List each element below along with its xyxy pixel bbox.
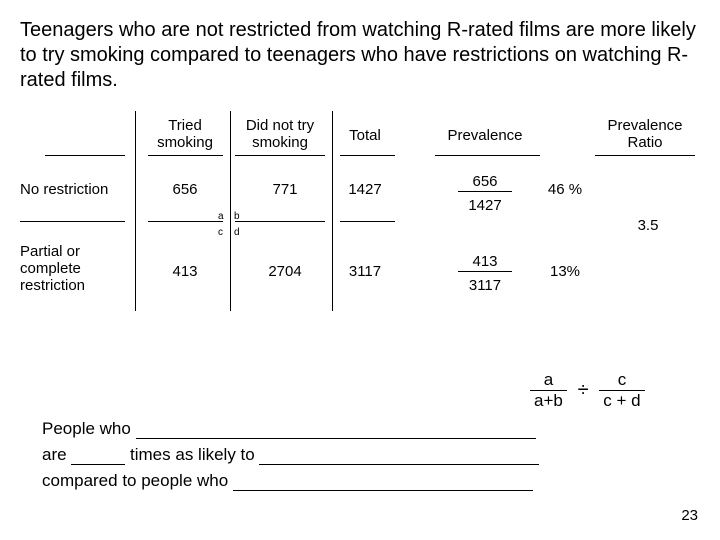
fill-line-3: compared to people who xyxy=(42,471,700,491)
rule xyxy=(458,271,512,272)
cell-c: 413 xyxy=(160,263,210,280)
col-rule-1 xyxy=(135,111,136,311)
row1-label: No restriction xyxy=(20,181,120,198)
contingency-table: Tried smoking Did not try smoking Total … xyxy=(20,117,700,337)
cell-d: 2704 xyxy=(260,263,310,280)
fill-l2b: times as likely to xyxy=(125,445,259,464)
prev1-den: 1427 xyxy=(460,197,510,214)
intro-paragraph: Teenagers who are not restricted from wa… xyxy=(20,18,700,93)
fill-line-2: are times as likely to xyxy=(42,445,700,465)
rule xyxy=(148,155,223,156)
formula-ab: a+b xyxy=(530,391,567,411)
prev2-den: 3117 xyxy=(460,277,510,294)
header-prev-ratio: Prevalence Ratio xyxy=(600,117,690,151)
rule xyxy=(435,155,540,156)
cell-total2: 3117 xyxy=(340,263,390,280)
rule xyxy=(20,221,125,222)
rule xyxy=(340,155,395,156)
header-not-tried: Did not try smoking xyxy=(235,117,325,151)
rule xyxy=(45,155,125,156)
prev-ratio-value: 3.5 xyxy=(628,217,668,234)
rule xyxy=(458,191,512,192)
header-total: Total xyxy=(340,127,390,144)
page-number: 23 xyxy=(681,507,698,524)
header-tried: Tried smoking xyxy=(150,117,220,151)
header-prevalence: Prevalence xyxy=(440,127,530,144)
rule xyxy=(595,155,695,156)
letter-d: d xyxy=(234,227,240,238)
letter-a: a xyxy=(218,211,224,222)
rule xyxy=(235,221,325,222)
formula-c: c xyxy=(599,370,644,391)
cell-total1: 1427 xyxy=(340,181,390,198)
rule xyxy=(340,221,395,222)
cell-b: 771 xyxy=(260,181,310,198)
prev2-num: 413 xyxy=(460,253,510,270)
formula-cd: c + d xyxy=(599,391,644,411)
letter-c: c xyxy=(218,227,223,238)
formula: a a+b ÷ c c + d xyxy=(530,370,645,411)
rule xyxy=(235,155,325,156)
fill-l1a: People who xyxy=(42,419,136,438)
col-rule-3 xyxy=(332,111,333,311)
formula-div: ÷ xyxy=(572,379,595,401)
rule xyxy=(148,221,223,222)
letter-b: b xyxy=(234,211,240,222)
col-rule-2 xyxy=(230,111,231,311)
fill-line-1: People who xyxy=(42,419,700,439)
formula-a: a xyxy=(530,370,567,391)
prev1-num: 656 xyxy=(460,173,510,190)
row2-label: Partial or complete restriction xyxy=(20,243,120,294)
cell-a: 656 xyxy=(160,181,210,198)
fill-l3a: compared to people who xyxy=(42,471,233,490)
fill-l2a: are xyxy=(42,445,71,464)
prev2-pct: 13% xyxy=(540,263,590,280)
prev1-pct: 46 % xyxy=(540,181,590,198)
